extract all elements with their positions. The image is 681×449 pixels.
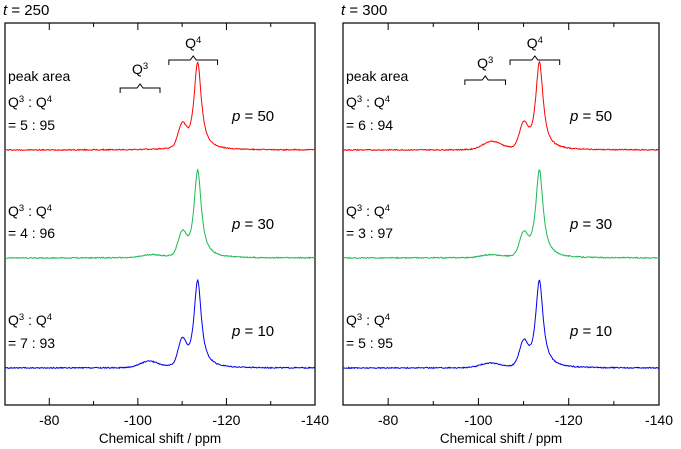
- series-label: p = 10: [569, 323, 612, 340]
- q4-bracket: [509, 55, 561, 65]
- series-label: p = 10: [231, 323, 274, 340]
- panel-title: t = 250: [3, 2, 49, 19]
- spectrum-line: [4, 168, 316, 260]
- ratio-label: Q3 : Q4: [346, 94, 391, 111]
- q4-bracket: [168, 55, 219, 65]
- x-tick-label: -80: [378, 412, 398, 428]
- plot-frame: [4, 22, 316, 406]
- q4-bracket-label: Q4: [527, 35, 544, 52]
- x-tick-label: -80: [39, 412, 59, 428]
- spectrum-line: [342, 279, 660, 370]
- ratio-value: = 6 : 94: [346, 117, 393, 133]
- q3-bracket: [119, 83, 161, 93]
- x-tick-label: -100: [124, 412, 152, 428]
- x-axis-label: Chemical shift / ppm: [99, 431, 221, 446]
- ratio-label: Q3 : Q4: [8, 203, 53, 220]
- spectrum-line: [4, 278, 316, 370]
- ratio-value: = 5 : 95: [8, 117, 55, 133]
- x-tick-label: -140: [301, 412, 329, 428]
- x-tick-label: -100: [464, 412, 492, 428]
- spectrum-line: [343, 169, 660, 260]
- series-label: p = 30: [569, 216, 612, 233]
- chart-panel-1: t = 250 -80 -100 -120 -140 Chemical shift / p…: [3, 2, 329, 446]
- series-label: p = 50: [231, 108, 274, 125]
- q3-bracket: [464, 75, 507, 85]
- ratio-label: Q3 : Q4: [346, 203, 391, 220]
- x-tick-label: -120: [555, 412, 583, 428]
- ratio-value: = 3 : 97: [346, 225, 393, 241]
- chart-panel-2: t = 300 -80 -100 -120 -140 Chemical shift / p…: [341, 2, 673, 446]
- ratio-header: peak area: [346, 68, 408, 84]
- q3-bracket-label: Q3: [132, 61, 148, 78]
- q4-bracket-label: Q4: [185, 35, 202, 52]
- series-label: p = 50: [569, 108, 612, 125]
- x-tick-label: -120: [212, 412, 240, 428]
- ratio-value: = 7 : 93: [8, 335, 55, 351]
- panel-title: t = 300: [341, 2, 387, 19]
- series-label: p = 30: [231, 216, 274, 233]
- ratio-label: Q3 : Q4: [346, 312, 391, 329]
- plot-frame: [342, 22, 660, 406]
- ratio-value: = 4 : 96: [8, 225, 55, 241]
- ratio-label: Q3 : Q4: [8, 94, 53, 111]
- x-tick-label: -140: [645, 412, 673, 428]
- x-axis-label: Chemical shift / ppm: [440, 431, 562, 446]
- spectrum-line: [4, 61, 316, 152]
- ratio-header: peak area: [8, 68, 70, 84]
- ratio-value: = 5 : 95: [346, 335, 393, 351]
- q3-bracket-label: Q3: [477, 55, 493, 72]
- spectrum-line: [342, 60, 660, 152]
- ratio-label: Q3 : Q4: [8, 312, 53, 329]
